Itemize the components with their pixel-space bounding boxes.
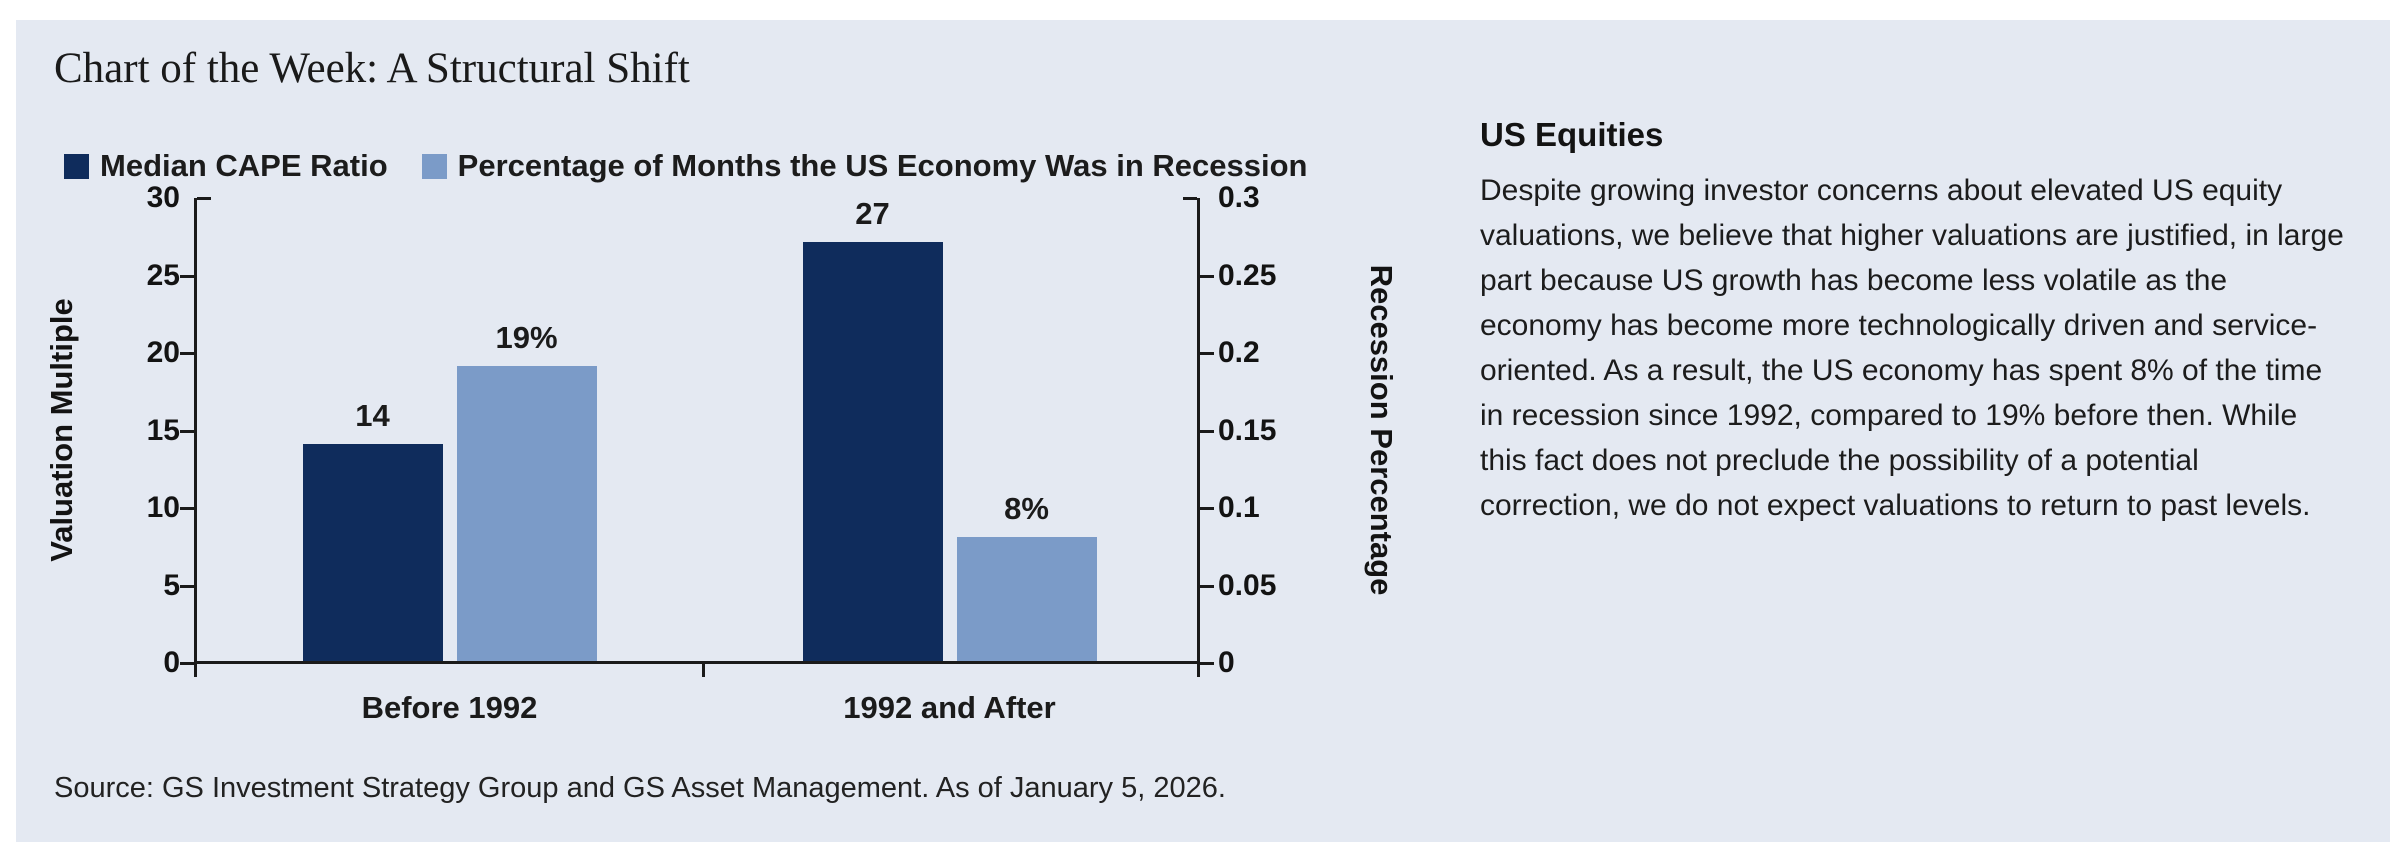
left_axis-tick-label-10: 10 xyxy=(146,491,180,524)
bar-recession-pct-1992-and-after xyxy=(956,537,1097,661)
left_axis-tick-25 xyxy=(180,274,194,278)
left_axis-tick-label-20: 20 xyxy=(146,336,180,369)
left_axis-tick-label-25: 25 xyxy=(146,258,180,292)
x-axis-tick-1 xyxy=(702,664,705,677)
chart-title: Chart of the Week: A Structural Shift xyxy=(54,45,690,92)
category-label-0: Before 1992 xyxy=(361,690,538,725)
legend-item-median-cape: Median CAPE Ratio xyxy=(64,148,388,184)
right-axis-line xyxy=(1197,198,1200,677)
right_axis-tick-label-0: 0 xyxy=(1218,646,1235,679)
right_axis-tick-label-0.3: 0.3 xyxy=(1218,181,1260,214)
right_axis-tick-0 xyxy=(1200,662,1214,665)
right_axis-tick-label-0.15: 0.15 xyxy=(1218,413,1277,447)
right_axis-tick-0.05 xyxy=(1200,584,1214,588)
category-label-1: 1992 and After xyxy=(843,690,1056,725)
left_axis-top-cap xyxy=(197,197,211,200)
left_axis-tick-label-5: 5 xyxy=(163,568,180,602)
chart-of-week-panel: Chart of the Week: A Structural Shift Me… xyxy=(16,20,2390,842)
chart-legend: Median CAPE Ratio Percentage of Months t… xyxy=(64,148,1307,184)
legend-item-recession-pct: Percentage of Months the US Economy Was … xyxy=(421,148,1308,184)
left_axis-tick-label-15: 15 xyxy=(146,413,180,447)
left_axis-tick-10 xyxy=(180,507,194,510)
left_axis-tick-5 xyxy=(180,584,194,588)
right_axis-tick-0.2 xyxy=(1200,352,1214,355)
right_axis-tick-label-0.1: 0.1 xyxy=(1218,491,1260,524)
bar-chart: Valuation Multiple Recession Percentage … xyxy=(16,181,1446,778)
bar-value-label-cape-1992-and-after: 27 xyxy=(855,196,890,231)
bar-value-label-pct-before-1992: 19% xyxy=(495,320,558,355)
legend-label-median-cape: Median CAPE Ratio xyxy=(100,148,388,183)
right_axis-top-cap xyxy=(1183,197,1197,200)
left_axis-tick-label-30: 30 xyxy=(146,181,180,214)
legend-swatch-median-cape xyxy=(64,153,89,179)
left_axis-tick-0 xyxy=(180,662,194,665)
left_axis-tick-label-0: 0 xyxy=(163,646,180,679)
bar-value-label-pct-1992-and-after: 8% xyxy=(1004,491,1049,526)
bar-median-cape-before-1992 xyxy=(302,444,443,661)
commentary-section: US Equities Despite growing investor con… xyxy=(1480,116,2346,528)
legend-label-recession-pct: Percentage of Months the US Economy Was … xyxy=(457,148,1308,183)
x-axis-tick-2 xyxy=(1197,664,1200,677)
right_axis-tick-0.25 xyxy=(1200,274,1214,278)
bar-recession-pct-before-1992 xyxy=(456,366,597,661)
commentary-heading: US Equities xyxy=(1480,116,1664,153)
left_axis-tick-20 xyxy=(180,352,194,355)
right_axis-tick-label-0.05: 0.05 xyxy=(1218,568,1277,602)
right_axis-tick-label-0.25: 0.25 xyxy=(1218,258,1277,292)
bar-median-cape-1992-and-after xyxy=(802,242,943,661)
commentary-body: Despite growing investor concerns about … xyxy=(1480,174,2344,522)
x-axis-line xyxy=(194,661,1200,664)
legend-swatch-recession-pct xyxy=(421,153,447,179)
right_axis-tick-0.1 xyxy=(1200,507,1214,510)
source-note: Source: GS Investment Strategy Group and… xyxy=(54,772,1226,804)
left_axis-tick-15 xyxy=(180,429,194,433)
x-axis-tick-0 xyxy=(194,664,197,677)
right_axis-tick-label-0.2: 0.2 xyxy=(1218,336,1260,369)
right_axis-tick-0.15 xyxy=(1200,429,1214,433)
bar-value-label-cape-before-1992: 14 xyxy=(355,398,390,433)
left-axis-line xyxy=(194,198,197,677)
